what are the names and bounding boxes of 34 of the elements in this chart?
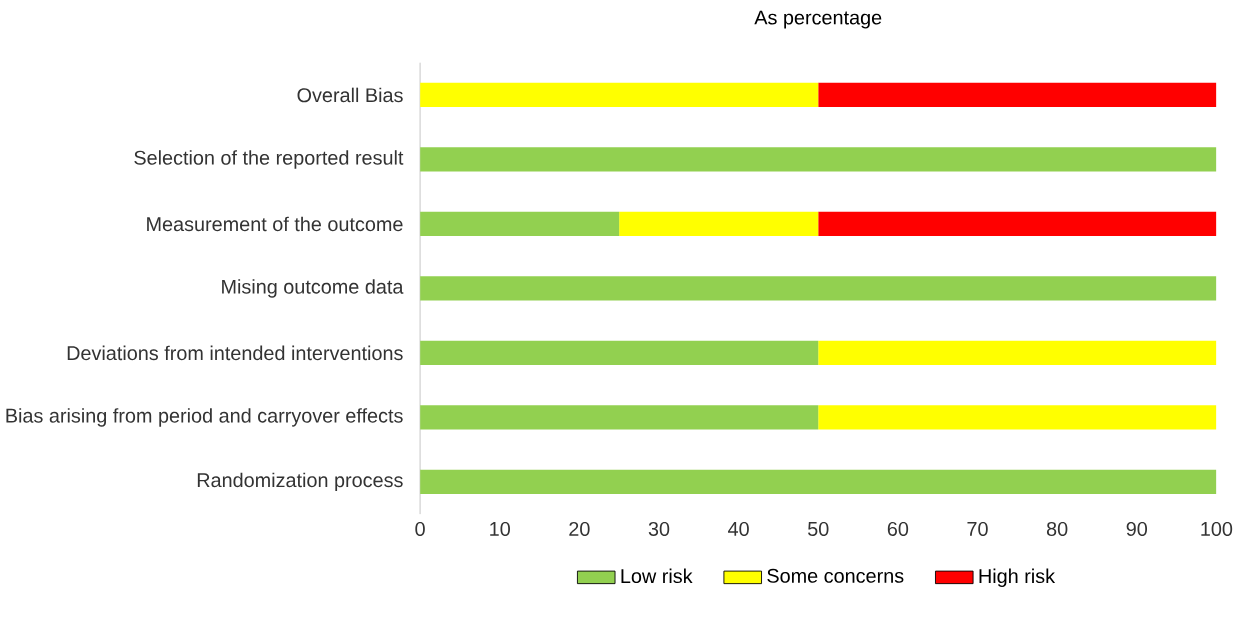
x-tick-label: 20	[569, 521, 590, 536]
x-tick-label: 0	[415, 521, 425, 536]
bar	[619, 211, 819, 237]
y-tick-label: Mising outcome data	[222, 279, 404, 298]
y-tick-label: Deviations from intended interventions	[67, 345, 403, 361]
y-tick-label: Overall Bias	[297, 87, 403, 103]
bar	[818, 82, 1217, 108]
x-tick-label: 60	[887, 521, 909, 536]
bar	[818, 211, 1217, 237]
x-tick-label: 70	[967, 521, 988, 536]
bar	[420, 405, 819, 430]
x-tick-label: 50	[808, 521, 829, 536]
x-tick-label: 40	[728, 521, 749, 536]
x-tick-label: 90	[1126, 521, 1148, 536]
bar	[818, 405, 1217, 430]
legend-label: Low risk	[621, 568, 693, 584]
y-tick-label: Selection of the reported result	[134, 150, 404, 169]
chart-title: As percentage	[754, 10, 882, 29]
bar	[420, 82, 819, 108]
legend-label: High risk	[979, 568, 1056, 588]
bar	[420, 340, 819, 366]
x-tick-label: 80	[1046, 521, 1068, 536]
bar	[420, 147, 1217, 172]
x-tick-label: 100	[1201, 521, 1233, 536]
bar	[420, 276, 1217, 301]
y-tick-label: Randomization process	[197, 472, 403, 492]
x-tick-label: 30	[648, 521, 670, 536]
bar	[420, 211, 620, 237]
y-tick-label: Measurement of the outcome	[147, 216, 403, 232]
bar	[420, 469, 1217, 494]
legend-label: Some concerns	[767, 568, 904, 583]
x-tick-label: 10	[490, 521, 510, 536]
y-tick-label: Bias arising from period and carryover effects	[6, 408, 403, 427]
bar	[818, 340, 1217, 366]
